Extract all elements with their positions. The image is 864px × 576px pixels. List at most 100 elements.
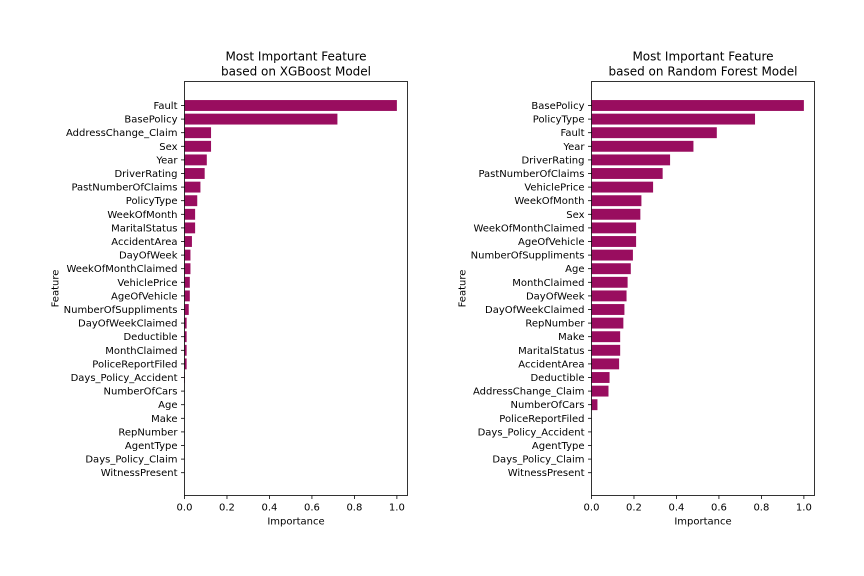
random-forest-category-label: AccidentArea	[518, 359, 584, 370]
xgboost-category-label: MonthClaimed	[105, 346, 177, 357]
random-forest-category-label: AgentType	[532, 441, 585, 452]
random-forest-category-label: VehiclePrice	[524, 183, 584, 194]
xgboost-x-axis-title: Importance	[267, 517, 324, 528]
xgboost-bar-driverrating	[184, 168, 205, 179]
xgboost-category-label: DriverRating	[114, 169, 177, 180]
random-forest-bar-weekofmonthclaimed	[591, 222, 637, 234]
random-forest-bar-make	[591, 331, 621, 343]
xgboost-bar-maritalstatus	[184, 222, 196, 234]
random-forest-category-label: PolicyType	[533, 115, 585, 126]
xgboost-bar-dayofweek	[184, 249, 191, 261]
xgboost-category-label: WeekOfMonth	[107, 210, 177, 221]
xgboost-category-label: Age	[158, 400, 177, 411]
xgboost-bar-addresschange_claim	[184, 127, 212, 139]
random-forest-category-label: MonthClaimed	[512, 278, 584, 289]
xgboost-category-label: Year	[155, 155, 178, 166]
random-forest-y-axis-title: Feature	[458, 270, 469, 308]
xgboost-bar-deductible	[184, 331, 187, 343]
xgboost-bar-vehicleprice	[184, 276, 190, 288]
random-forest-category-label: Make	[558, 332, 584, 343]
random-forest-bar-age	[591, 263, 631, 275]
xgboost-category-label: Days_Policy_Claim	[85, 455, 177, 466]
xgboost-bar-dayofweekclaimed	[184, 317, 187, 329]
xgboost-category-label: RepNumber	[118, 427, 178, 438]
xgboost-category-label: DayOfWeek	[119, 251, 178, 262]
xgboost-category-label: PastNumberOfClaims	[71, 183, 177, 194]
random-forest-title-line-2: based on Random Forest Model	[609, 65, 798, 79]
random-forest-category-label: DriverRating	[521, 155, 584, 166]
random-forest-category-label: NumberOfSuppliments	[471, 251, 585, 262]
random-forest-xtick-label: 0.4	[668, 503, 684, 514]
xgboost-bar-policytype	[184, 195, 198, 207]
xgboost-xtick-label: 1.0	[389, 503, 405, 514]
xgboost-category-label: AddressChange_Claim	[66, 128, 178, 139]
xgboost-category-label: VehiclePrice	[117, 278, 177, 289]
random-forest-bar-accidentarea	[591, 358, 620, 370]
random-forest-bar-fault	[591, 127, 717, 139]
xgboost-category-label: AccidentArea	[111, 237, 177, 248]
xgboost-category-label: Deductible	[123, 332, 177, 343]
xgboost-category-label: WitnessPresent	[101, 468, 178, 479]
random-forest-plot-frame	[591, 81, 815, 496]
xgboost-xtick-label: 0.0	[177, 503, 193, 514]
xgboost-xtick-label: 0.6	[304, 503, 320, 514]
xgboost-xtick-label: 0.4	[261, 503, 277, 514]
xgboost-category-label: Sex	[159, 142, 177, 153]
xgboost-y-axis-title: Feature	[51, 270, 62, 308]
xgboost-category-label: DayOfWeekClaimed	[78, 319, 177, 330]
random-forest-bar-monthclaimed	[591, 276, 628, 288]
random-forest-bar-repnumber	[591, 317, 624, 329]
random-forest-bar-policytype	[591, 113, 756, 125]
random-forest-bar-dayofweekclaimed	[591, 304, 625, 315]
random-forest-bar-weekofmonth	[591, 195, 642, 207]
random-forest-category-label: PastNumberOfClaims	[478, 169, 584, 180]
xgboost-plot-frame	[184, 81, 408, 496]
xgboost-xtick-label: 0.2	[219, 503, 235, 514]
random-forest-bar-sex	[591, 208, 641, 220]
random-forest-bar-pastnumberofclaims	[591, 168, 663, 179]
random-forest-category-label: WeekOfMonth	[514, 196, 584, 207]
random-forest-category-label: WitnessPresent	[508, 468, 585, 479]
random-forest-category-label: MaritalStatus	[518, 346, 584, 357]
xgboost-category-label: PolicyType	[126, 196, 178, 207]
xgboost-category-label: MaritalStatus	[111, 223, 177, 234]
random-forest-title-line-1: Most Important Feature	[632, 50, 773, 64]
xgboost-bar-weekofmonthclaimed	[184, 263, 191, 275]
xgboost-category-label: AgentType	[125, 441, 178, 452]
xgboost-bar-monthclaimed	[184, 344, 187, 356]
random-forest-xtick-label: 0.2	[626, 503, 642, 514]
xgboost-bar-sex	[184, 140, 212, 152]
xgboost-bar-fault	[184, 100, 397, 111]
xgboost-bar-ageofvehicle	[184, 290, 190, 302]
random-forest-bar-numberofsuppliments	[591, 249, 633, 261]
random-forest-bar-deductible	[591, 372, 610, 383]
random-forest-bar-driverrating	[591, 154, 671, 166]
xgboost-category-label: NumberOfCars	[104, 387, 178, 398]
xgboost-category-label: Make	[151, 414, 177, 425]
random-forest-category-label: DayOfWeek	[526, 291, 585, 302]
random-forest-bar-numberofcars	[591, 399, 598, 411]
random-forest-bar-maritalstatus	[591, 344, 621, 356]
xgboost-bar-year	[184, 154, 207, 166]
xgboost-bar-basepolicy	[184, 113, 338, 125]
random-forest-category-label: NumberOfCars	[511, 400, 585, 411]
xgboost-category-label: Fault	[154, 101, 178, 112]
random-forest-category-label: DayOfWeekClaimed	[485, 305, 584, 316]
random-forest-category-label: AddressChange_Claim	[473, 387, 585, 398]
random-forest-category-label: BasePolicy	[531, 101, 584, 112]
random-forest-category-label: RepNumber	[525, 319, 585, 330]
xgboost-bar-numberofsuppliments	[184, 304, 189, 315]
xgboost-category-label: PoliceReportFiled	[92, 359, 177, 370]
random-forest-bar-year	[591, 140, 694, 152]
random-forest-category-label: PoliceReportFiled	[499, 414, 584, 425]
xgboost-bar-policereportfiled	[184, 358, 187, 370]
random-forest-xtick-label: 0.6	[711, 503, 727, 514]
random-forest-category-label: WeekOfMonthClaimed	[473, 223, 584, 234]
xgboost-title-line-2: based on XGBoost Model	[221, 65, 371, 79]
random-forest-xtick-label: 0.8	[753, 503, 769, 514]
random-forest-x-axis-title: Importance	[674, 517, 731, 528]
random-forest-bar-basepolicy	[591, 100, 804, 111]
random-forest-category-label: AgeOfVehicle	[518, 237, 585, 248]
random-forest-category-label: Fault	[561, 128, 585, 139]
